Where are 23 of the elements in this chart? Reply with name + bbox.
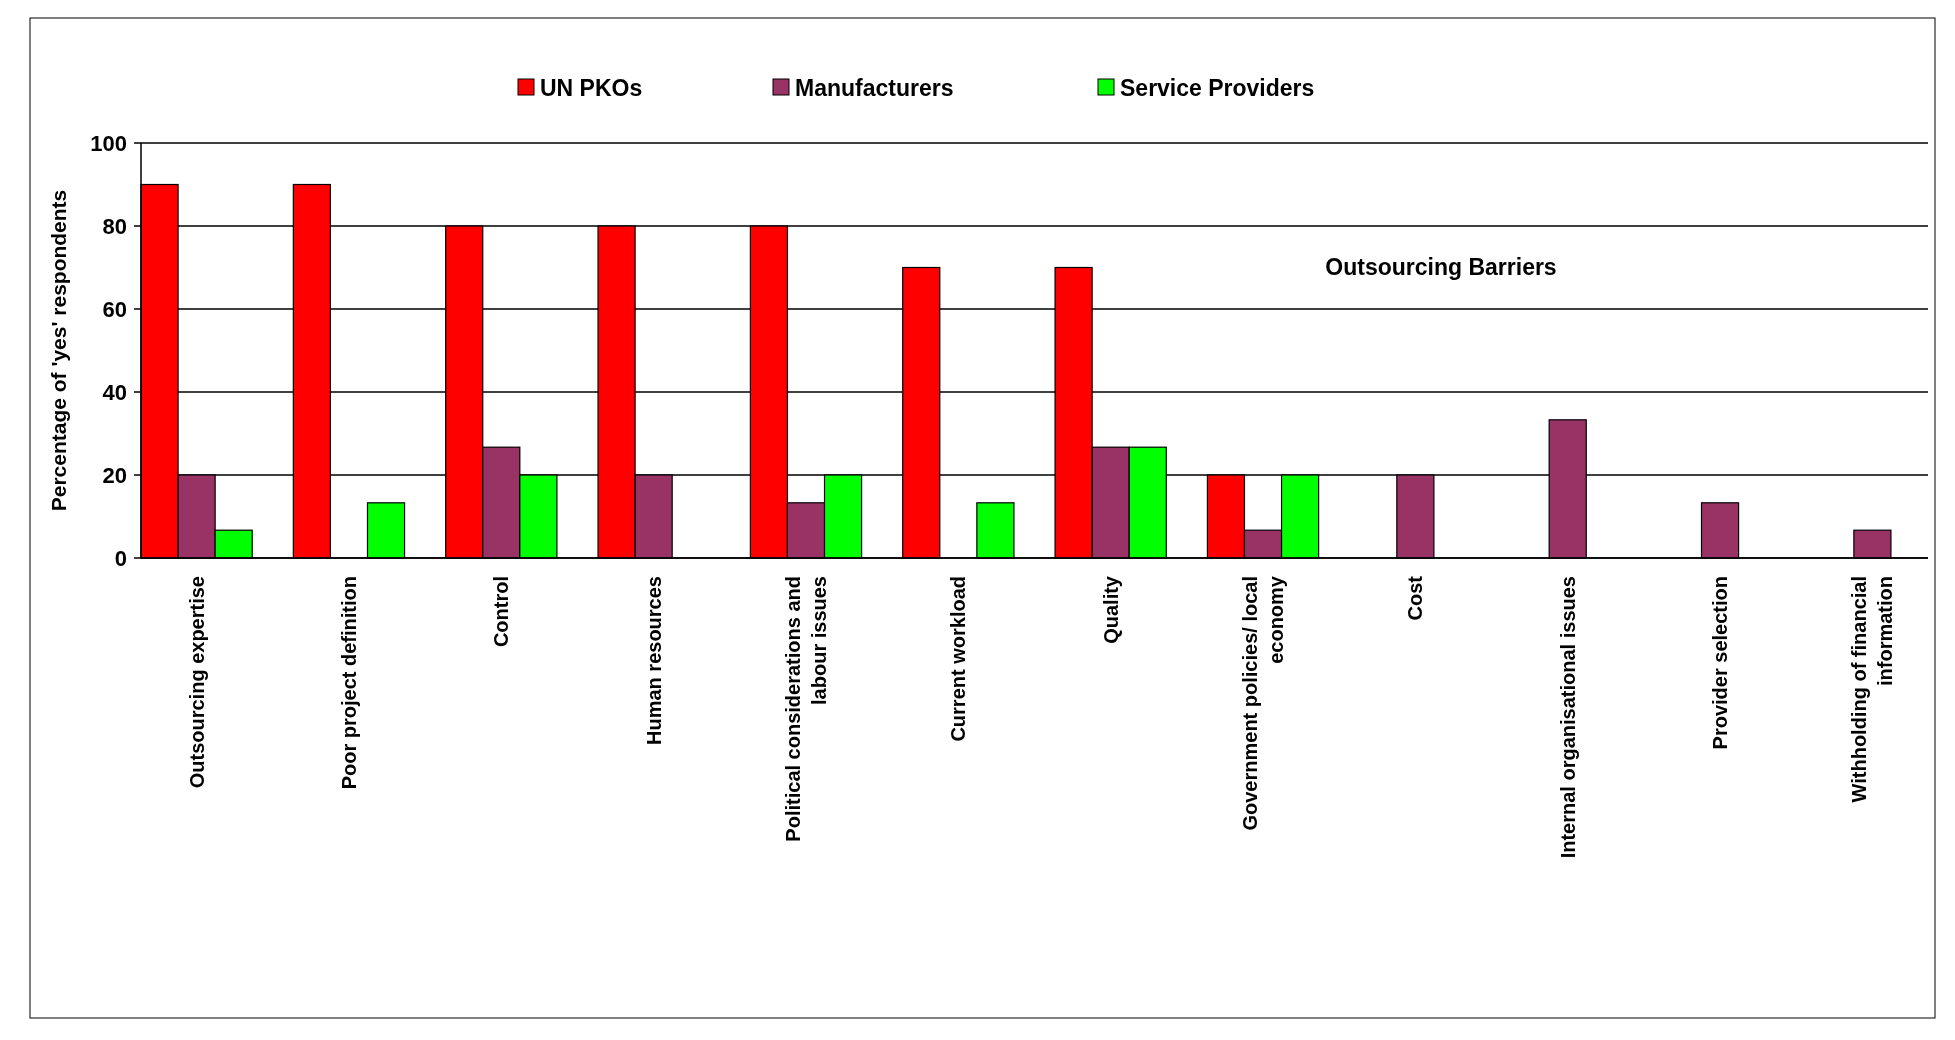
legend-label: Manufacturers	[795, 75, 954, 102]
x-tick-label: Human resources	[642, 576, 665, 745]
y-tick-label: 20	[102, 462, 127, 488]
y-tick-label: 40	[102, 379, 127, 405]
legend-label: UN PKOs	[540, 75, 643, 102]
y-axis-title: Percentage of 'yes' respondents	[47, 189, 70, 512]
x-tick-label: Poor project definition	[337, 576, 360, 790]
y-tick-label: 60	[102, 296, 127, 322]
y-tick-label: 80	[102, 213, 127, 239]
x-tick-label: Cost	[1404, 575, 1427, 621]
x-tick-label: Outsourcing expertise	[185, 576, 208, 789]
x-tick-label: Withholding of financial information	[1848, 576, 1897, 803]
x-tick-label: Current workload	[947, 576, 970, 742]
x-tick-label: Quality	[1099, 575, 1122, 644]
x-tick-label: Government policies/ local economy	[1239, 575, 1288, 831]
legend-label: Service Providers	[1120, 75, 1315, 102]
y-tick-label: 100	[90, 130, 127, 156]
y-tick-label: 0	[114, 545, 127, 571]
x-tick-label: Political considerations and labour issues	[781, 576, 830, 842]
x-tick-label: Provider selection	[1709, 576, 1732, 750]
x-tick-label: Control	[490, 576, 513, 648]
x-tick-label: Internal organisational issues	[1556, 576, 1579, 859]
annotation: Outsourcing Barriers	[1325, 254, 1557, 281]
